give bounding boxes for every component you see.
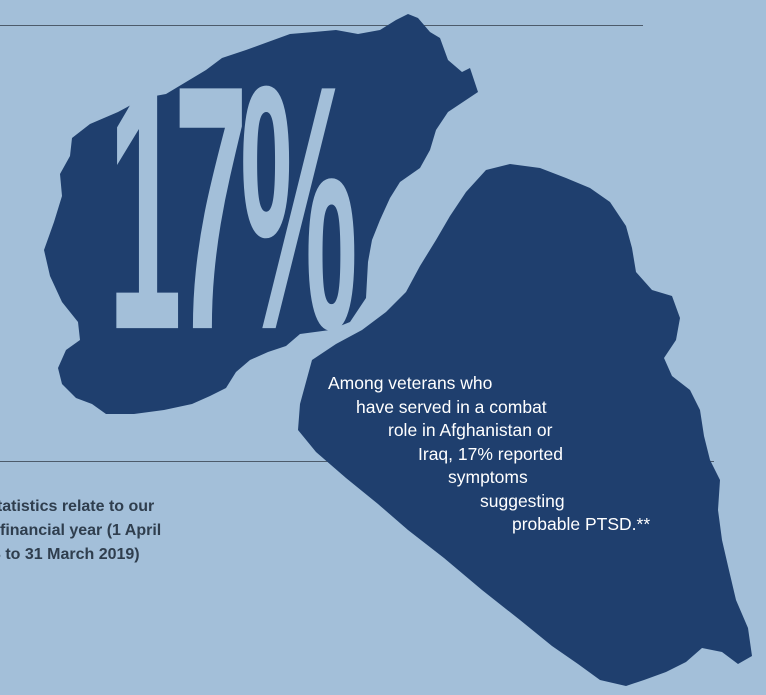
footnote-line: statistics relate to our bbox=[0, 498, 155, 515]
callout-line: suggesting bbox=[480, 490, 565, 511]
callout-line: role in Afghanistan or bbox=[388, 420, 553, 440]
afghanistan-map bbox=[44, 14, 478, 414]
callout-line: Among veterans who bbox=[328, 373, 493, 393]
footnote-line: financial year (1 April bbox=[0, 522, 162, 539]
top-divider bbox=[0, 25, 643, 26]
callout-line: have served in a combat bbox=[356, 396, 547, 417]
footnote: statistics relate to our financial year … bbox=[0, 495, 161, 567]
callout-line: symptoms bbox=[448, 467, 528, 487]
stat-value: 17% bbox=[108, 14, 358, 404]
callout-line: Iraq, 17% reported bbox=[418, 443, 563, 464]
footnote-line: 3 to 31 March 2019) bbox=[0, 546, 140, 563]
callout-line: probable PTSD.** bbox=[512, 514, 651, 534]
iraq-map bbox=[298, 164, 752, 686]
